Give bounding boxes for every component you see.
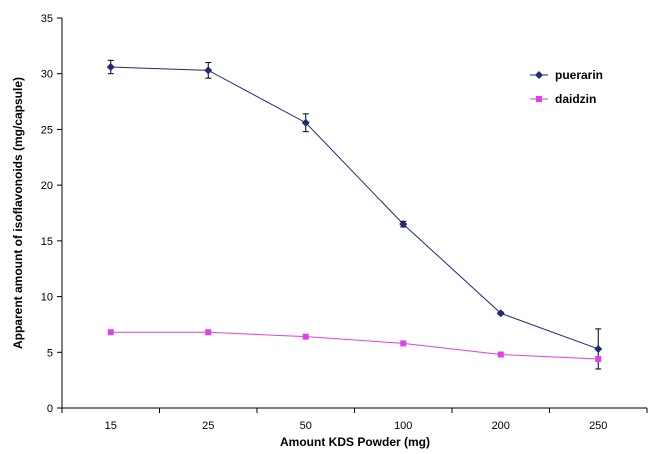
data-point bbox=[107, 329, 114, 336]
y-tick-label: 35 bbox=[41, 13, 53, 25]
data-point bbox=[497, 351, 504, 358]
data-point bbox=[400, 340, 407, 347]
y-ticks: 0 5 10 15 20 25 30 35 bbox=[41, 13, 62, 415]
x-tick-label: 50 bbox=[300, 420, 312, 432]
data-point bbox=[302, 333, 309, 340]
y-tick-label: 15 bbox=[41, 236, 53, 248]
series-layer bbox=[106, 59, 603, 370]
y-tick-label: 5 bbox=[47, 347, 53, 359]
data-point bbox=[496, 309, 505, 318]
series-daidzin bbox=[107, 329, 602, 362]
x-tick-label: 250 bbox=[589, 420, 607, 432]
data-point bbox=[106, 63, 115, 72]
x-tick-label: 25 bbox=[202, 420, 214, 432]
data-point bbox=[205, 329, 212, 336]
series-puerarin bbox=[106, 59, 603, 370]
x-tick-label: 200 bbox=[492, 420, 510, 432]
legend-label: daidzin bbox=[555, 92, 596, 106]
y-tick-label: 30 bbox=[41, 69, 53, 81]
legend-label: puerarin bbox=[555, 68, 603, 82]
data-point bbox=[399, 220, 408, 229]
series-line bbox=[110, 66, 599, 350]
data-point bbox=[595, 355, 602, 362]
x-axis-title: Amount KDS Powder (mg) bbox=[280, 435, 430, 449]
y-axis-title: Apparent amount of isoflavonoids (mg/cap… bbox=[11, 77, 25, 349]
x-tick-label: 100 bbox=[394, 420, 412, 432]
x-ticks: 15 25 50 100 200 250 bbox=[61, 408, 648, 432]
y-tick-label: 20 bbox=[41, 180, 53, 192]
y-tick-label: 10 bbox=[41, 292, 53, 304]
legend-marker bbox=[535, 71, 543, 79]
series-line bbox=[110, 331, 599, 360]
x-tick-label: 15 bbox=[105, 420, 117, 432]
legend-marker bbox=[536, 96, 542, 102]
y-tick-label: 0 bbox=[47, 403, 53, 415]
legend-item: puerarin bbox=[530, 68, 603, 82]
data-point bbox=[594, 344, 603, 353]
data-point bbox=[301, 118, 310, 127]
y-tick-label: 25 bbox=[41, 124, 53, 136]
legend-item: daidzin bbox=[530, 92, 596, 106]
data-point bbox=[204, 66, 213, 75]
legend: puerarin daidzin bbox=[530, 68, 603, 106]
